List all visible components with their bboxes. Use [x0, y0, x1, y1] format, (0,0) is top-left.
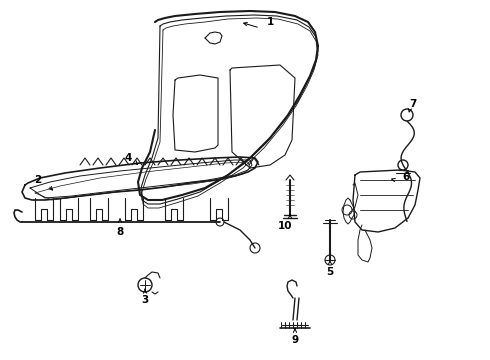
Text: 9: 9 — [292, 335, 298, 345]
Text: 3: 3 — [142, 295, 148, 305]
Text: 1: 1 — [267, 17, 273, 27]
Text: 5: 5 — [326, 267, 334, 277]
Text: 10: 10 — [278, 221, 292, 231]
Text: 8: 8 — [117, 227, 123, 237]
Text: 6: 6 — [402, 172, 410, 182]
Text: 4: 4 — [124, 153, 132, 163]
Text: 2: 2 — [34, 175, 42, 185]
Text: 7: 7 — [409, 99, 416, 109]
